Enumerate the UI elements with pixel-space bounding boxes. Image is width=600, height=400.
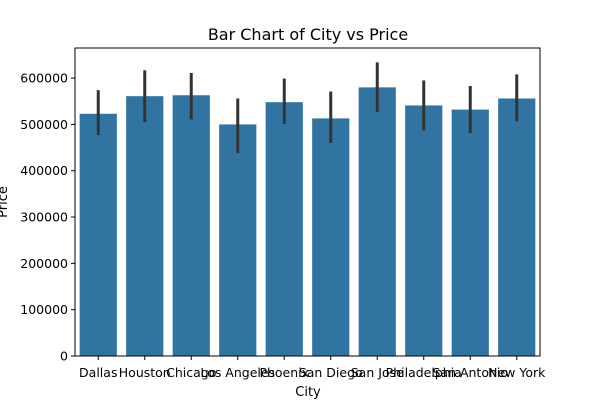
- x-axis-label: City: [295, 385, 321, 400]
- bar-san-jose: [358, 87, 396, 357]
- error-bars-group: [96, 62, 519, 154]
- y-tick-label: 500000: [20, 117, 68, 132]
- y-tick-label: 100000: [20, 302, 68, 317]
- plot-frame: [74, 47, 541, 357]
- x-tick-label: Phoenix: [259, 365, 309, 380]
- y-axis: 0 100000 200000 300000 400000 500000 600000: [20, 71, 75, 364]
- chart-title: Bar Chart of City vs Price: [208, 25, 408, 44]
- y-tick-label: 200000: [20, 256, 68, 271]
- x-tick-label: Dallas: [79, 365, 117, 380]
- bar-phoenix: [265, 102, 303, 356]
- bars-group: [79, 87, 536, 357]
- y-tick-label: 400000: [20, 163, 68, 178]
- x-tick-label: Philadelphia: [386, 365, 462, 380]
- bar-chicago: [172, 95, 210, 357]
- x-tick-label: Houston: [119, 365, 171, 380]
- bar-san-antonio: [451, 109, 489, 356]
- bar-philadelphia: [405, 105, 443, 357]
- y-axis-label: Price: [0, 186, 11, 218]
- x-tick-label: San Diego: [299, 365, 363, 380]
- y-tick-label: 600000: [20, 71, 68, 86]
- y-tick-label: 300000: [20, 210, 68, 225]
- bar-san-diego: [312, 118, 350, 357]
- bar-houston: [126, 96, 164, 357]
- x-tick-label: New York: [488, 365, 546, 380]
- bar-dallas: [79, 113, 117, 357]
- bar-los-angeles: [219, 124, 257, 356]
- x-tick-label: San Antonio: [432, 365, 508, 380]
- x-tick-label: San Jose: [351, 365, 404, 380]
- x-tick-label: Los Angeles: [200, 365, 275, 380]
- bar-new-york: [498, 98, 536, 356]
- x-tick-label: Chicago: [166, 365, 216, 380]
- y-tick-label: 0: [60, 349, 68, 364]
